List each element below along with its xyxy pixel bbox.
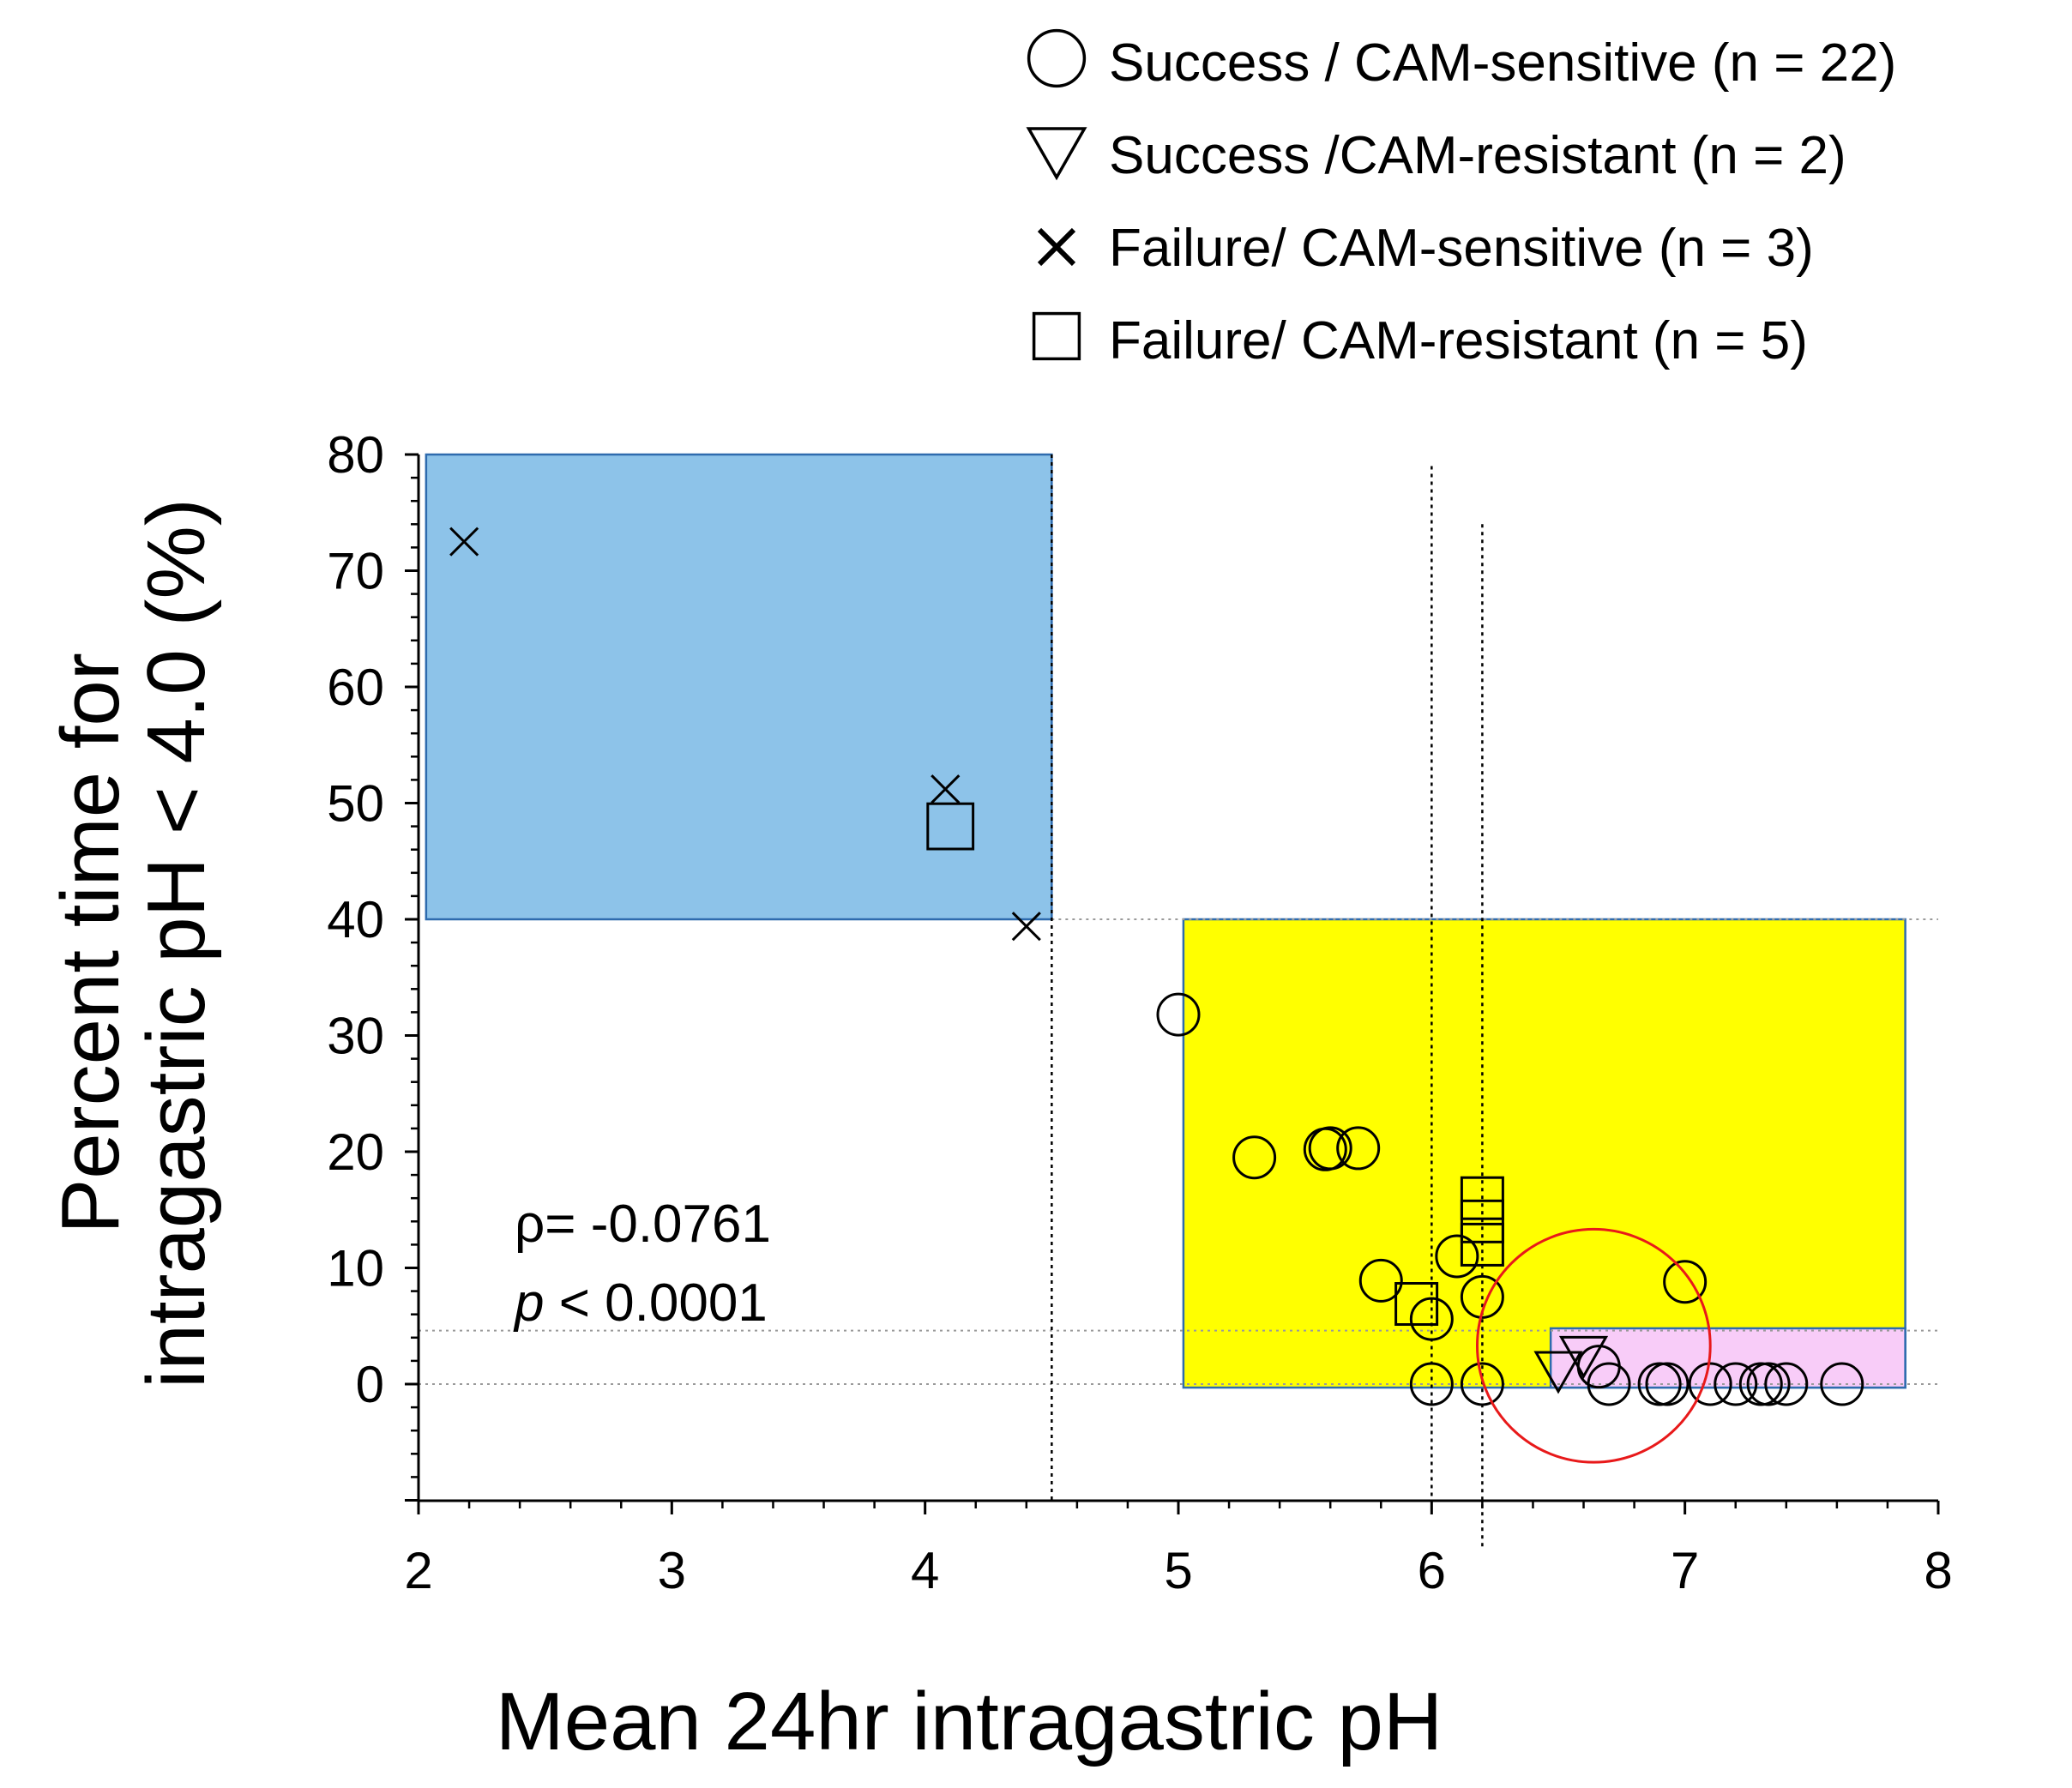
x-tick-label: 8 — [1924, 1542, 1952, 1599]
legend-label: Success / CAM-sensitive (n = 22) — [1109, 33, 1896, 93]
y-tick-label: 40 — [327, 891, 384, 948]
y-tick-label: 10 — [327, 1240, 384, 1297]
p-value: < 0.0001 — [544, 1273, 767, 1333]
x-tick-label: 2 — [404, 1542, 432, 1599]
yellow-region — [1182, 918, 1906, 1389]
circle-marker — [1409, 1362, 1454, 1406]
axes: 0 10 20 30 40 50 60 70 80 2 3 4 5 6 7 8 — [327, 426, 1952, 1599]
p-symbol: p — [513, 1273, 544, 1333]
x-marker — [1011, 912, 1041, 942]
p-value-annotation: p < 0.0001 — [513, 1273, 768, 1333]
triangle-marker — [1026, 127, 1087, 181]
y-axis-title-line2: intragastric pH < 4.0 (%) — [130, 498, 222, 1388]
square-marker — [1460, 1176, 1504, 1220]
x-marker — [931, 774, 961, 804]
circle-marker — [1460, 1362, 1504, 1406]
x-marker — [449, 527, 479, 557]
y-tick-label: 20 — [327, 1123, 384, 1181]
x-marker — [1037, 227, 1076, 267]
circle-marker — [1409, 1297, 1454, 1341]
circle-marker — [1637, 1362, 1682, 1406]
y-tick-label: 50 — [327, 775, 384, 833]
x-tick-label: 7 — [1671, 1542, 1699, 1599]
circle-marker — [1308, 1126, 1352, 1171]
square-marker — [1460, 1199, 1504, 1243]
triangle-marker — [1533, 1351, 1583, 1394]
square-marker — [1394, 1282, 1439, 1327]
highlight-circle — [1475, 1227, 1712, 1464]
shaded-regions — [425, 453, 1906, 1389]
circle-marker — [1645, 1362, 1690, 1406]
square-marker — [1460, 1222, 1504, 1267]
y-tick-label: 60 — [327, 659, 384, 716]
legend: Success / CAM-sensitive (n = 22) Success … — [1026, 28, 1896, 370]
square-marker — [1032, 311, 1081, 361]
legend-label: Success /CAM-resistant (n = 2) — [1109, 126, 1846, 185]
circle-marker — [1232, 1135, 1277, 1180]
circle-marker — [1738, 1362, 1783, 1406]
x-axis-title: Mean 24hr intragastric pH — [496, 1676, 1443, 1767]
blue-region — [425, 453, 1053, 921]
pink-region — [1549, 1327, 1906, 1389]
highlight-layer — [1475, 1227, 1712, 1464]
x-tick-label: 3 — [658, 1542, 686, 1599]
circle-marker — [1336, 1126, 1381, 1171]
y-axis-title-line1: Percent time for — [45, 653, 136, 1234]
circle-marker — [1435, 1234, 1479, 1279]
x-tick-label: 5 — [1164, 1542, 1192, 1599]
circle-marker — [1688, 1362, 1732, 1406]
y-tick-label: 30 — [327, 1008, 384, 1065]
circle-marker — [1460, 1274, 1504, 1319]
x-tick-label: 6 — [1418, 1542, 1446, 1599]
circle-marker — [1764, 1362, 1809, 1406]
legend-label: Failure/ CAM-sensitive (n = 3) — [1109, 219, 1814, 278]
data-points — [449, 527, 1864, 1406]
circle-marker — [1027, 28, 1087, 88]
circle-marker — [1358, 1258, 1403, 1303]
circle-marker — [1746, 1362, 1791, 1406]
rho-annotation: ρ= -0.0761 — [515, 1195, 771, 1254]
circle-marker — [1820, 1362, 1864, 1406]
y-tick-label: 80 — [327, 426, 384, 484]
x-tick-label: 4 — [911, 1542, 939, 1599]
circle-marker — [1663, 1260, 1708, 1304]
y-tick-label: 0 — [356, 1356, 384, 1413]
square-marker — [926, 802, 975, 851]
y-axis-title: Percent time for intragastric pH < 4.0 (… — [45, 498, 222, 1388]
circle-marker — [1156, 992, 1201, 1037]
circle-marker — [1714, 1362, 1758, 1406]
circle-marker — [1587, 1362, 1631, 1406]
legend-label: Failure/ CAM-resistant (n = 5) — [1109, 311, 1808, 370]
triangle-marker — [1558, 1335, 1609, 1379]
y-tick-label: 70 — [327, 543, 384, 600]
